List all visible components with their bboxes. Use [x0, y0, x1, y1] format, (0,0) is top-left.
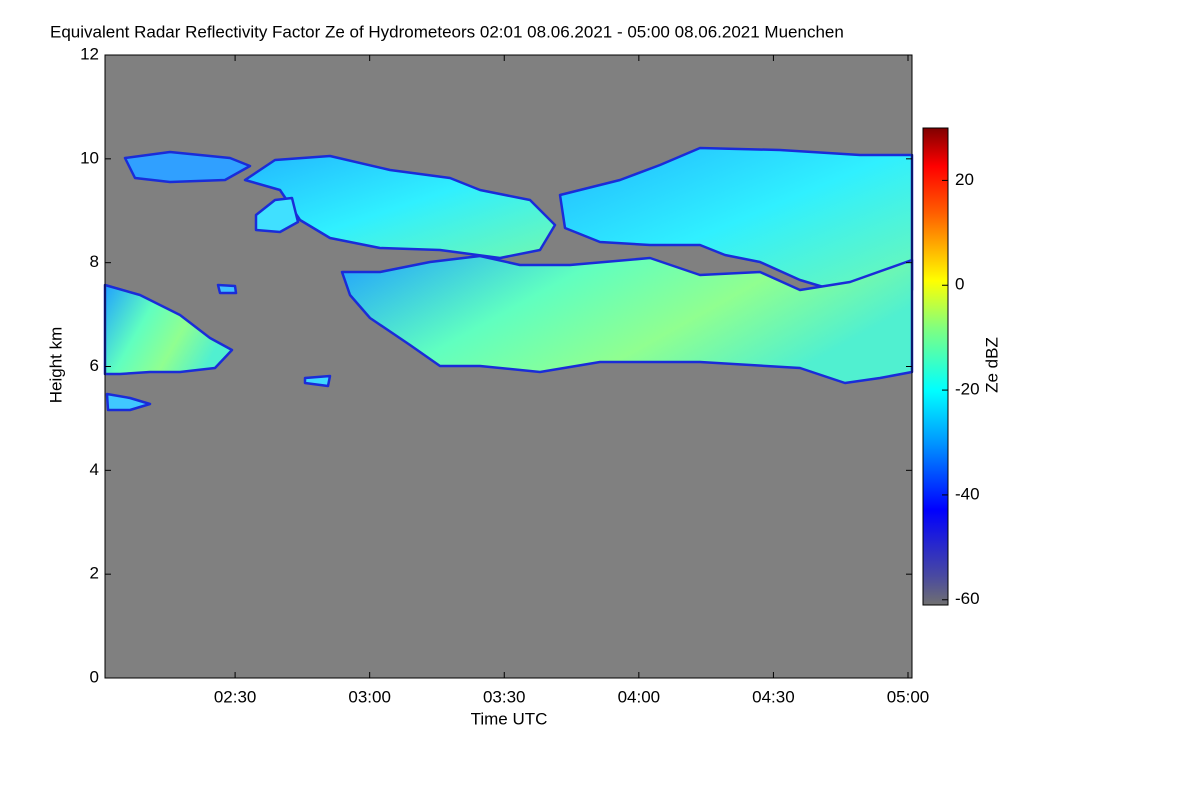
y-tick-label: 12	[80, 44, 99, 63]
colorbar-tick-label: -60	[955, 589, 980, 608]
y-tick-label: 8	[90, 252, 99, 271]
colorbar-tick-label: 0	[955, 275, 964, 294]
echo-region	[303, 374, 332, 388]
x-tick-label: 03:30	[483, 687, 526, 706]
y-axis-label: Height km	[46, 327, 65, 404]
y-tick-label: 0	[90, 667, 99, 686]
echo-region	[105, 392, 152, 412]
colorbar-tick-label: -20	[955, 380, 980, 399]
x-tick-label: 02:30	[214, 687, 257, 706]
y-tick-label: 10	[80, 148, 99, 167]
x-tick-label: 03:00	[348, 687, 391, 706]
echo-region	[123, 150, 252, 184]
x-tick-label: 05:00	[887, 687, 930, 706]
echo-region	[216, 283, 238, 295]
colorbar-tick-label: -40	[955, 484, 980, 503]
chart-title: Equivalent Radar Reflectivity Factor Ze …	[50, 22, 844, 41]
x-tick-label: 04:00	[618, 687, 661, 706]
x-tick-label: 04:30	[752, 687, 795, 706]
y-tick-label: 6	[90, 356, 99, 375]
colorbar	[922, 127, 949, 606]
y-tick-label: 2	[90, 564, 99, 583]
colorbar-tick-label: 20	[955, 170, 974, 189]
echo-region	[103, 283, 234, 376]
colorbar-label: Ze dBZ	[982, 337, 1001, 393]
x-axis-label: Time UTC	[471, 709, 548, 728]
echo-region	[243, 154, 557, 260]
echo-region	[254, 196, 300, 234]
y-tick-label: 4	[90, 460, 99, 479]
